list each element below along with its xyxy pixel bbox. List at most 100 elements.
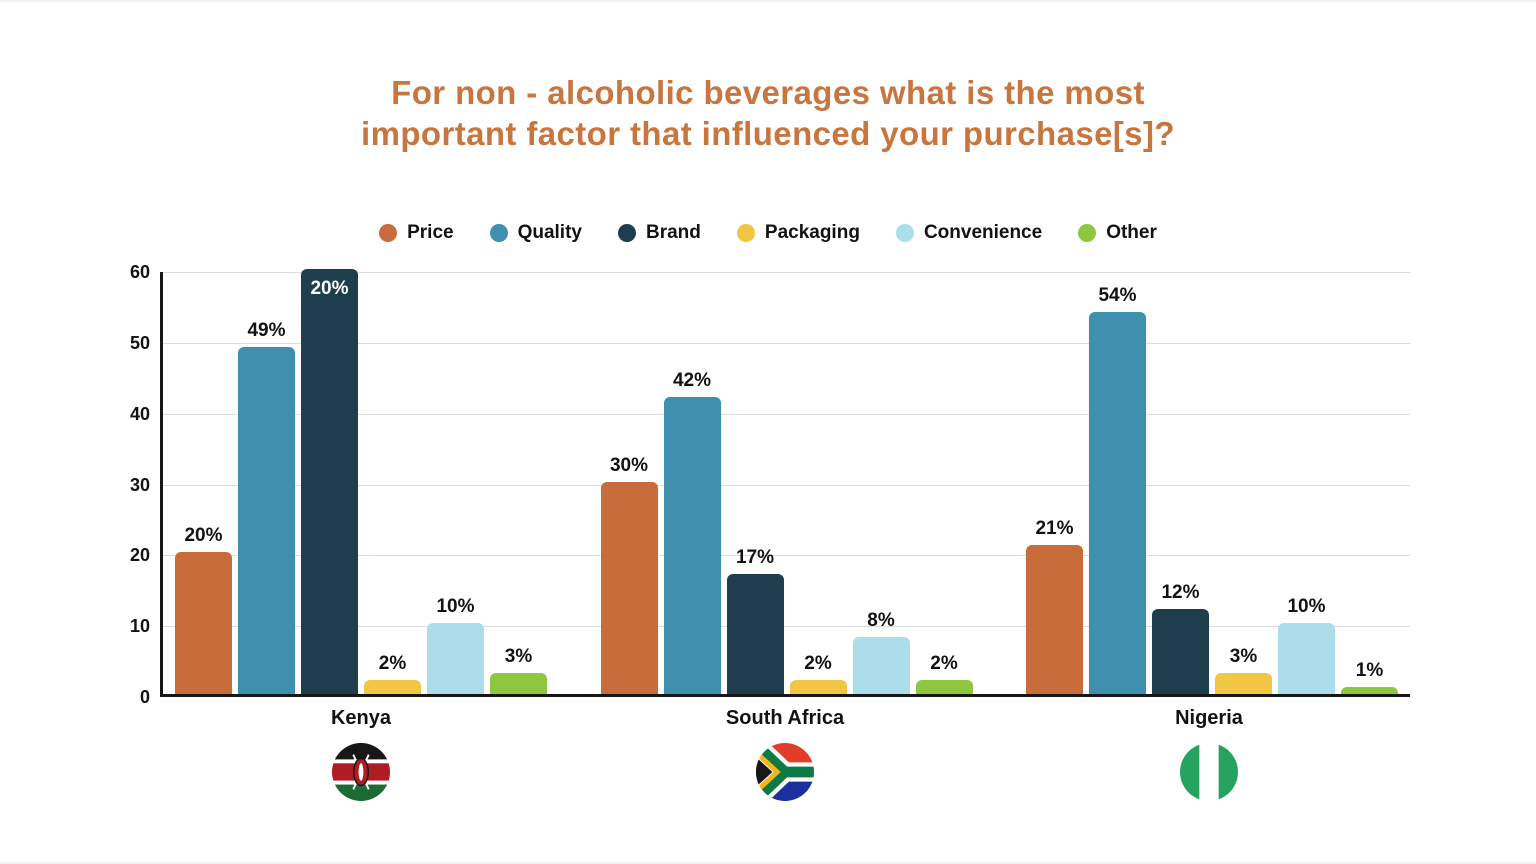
legend-dot-other (1078, 224, 1097, 242)
kenya-flag-icon (332, 743, 390, 801)
y-tick-label-60: 60 (129, 262, 150, 282)
brand-bar-nigeria (1152, 609, 1209, 694)
brand-bar-col-nigeria: 12% (1152, 582, 1209, 694)
bar-value-label-convenience-kenya: 10% (436, 596, 475, 618)
x-cell-kenya: Kenya (172, 707, 550, 801)
convenience-bar-col-nigeria: 10% (1278, 596, 1335, 694)
bar-value-label-brand-south-africa: 17% (735, 546, 775, 568)
other-bar-col-south-africa: 2% (915, 653, 973, 694)
chart-title: For non - alcoholic beverages what is th… (0, 72, 1536, 154)
packaging-bar-south-africa (789, 679, 847, 694)
bar-value-label-convenience-nigeria: 10% (1287, 596, 1326, 618)
bar-group-nigeria: 21% 54% 12% 3% 10% 1% (1026, 284, 1398, 694)
packaging-bar-nigeria (1215, 672, 1272, 694)
convenience-bar-nigeria (1278, 623, 1335, 694)
y-tick-label-50: 50 (129, 332, 150, 353)
legend-label-packaging: Packaging (764, 222, 860, 243)
bar-group-south-africa: 30% 42% 17% 2% 8% 2% (600, 369, 973, 694)
bar-value-label-packaging-kenya: 2% (378, 652, 407, 674)
bar-value-label-price-south-africa: 30% (609, 454, 649, 476)
price-bar-col-kenya: 20% (175, 525, 232, 694)
price-bar-col-nigeria: 21% (1026, 518, 1083, 694)
legend-dot-packaging (736, 224, 755, 242)
price-bar-south-africa (600, 481, 658, 694)
legend-label-convenience: Convenience (923, 222, 1043, 243)
legend-label-brand: Brand (645, 222, 701, 243)
legend-dot-price (379, 224, 398, 242)
price-bar-nigeria (1026, 545, 1083, 694)
bar-value-label-brand-nigeria: 12% (1161, 582, 1200, 603)
bar-value-label-quality-south-africa: 42% (672, 369, 712, 391)
legend-item-convenience: Convenience (895, 222, 1043, 244)
legend-label-other: Other (1106, 222, 1157, 243)
y-tick-label-0: 0 (139, 687, 150, 707)
country-label-south-africa: South Africa (725, 707, 845, 729)
bar-groups: 20% 49% 20% 2% 10% 3% 30% 42% 17% 2% 8% 2% 21% 54% 12%… (163, 269, 1410, 694)
legend-dot-quality (489, 224, 508, 242)
bar-value-label-price-nigeria: 21% (1035, 518, 1074, 540)
quality-bar-nigeria (1089, 311, 1146, 694)
country-label-kenya: Kenya (330, 707, 392, 729)
y-axis: 0 10 20 30 40 50 60 (0, 262, 150, 714)
convenience-bar-col-kenya: 10% (427, 596, 484, 694)
quality-bar-kenya (238, 346, 295, 694)
nigeria-flag-icon (1180, 743, 1238, 801)
gridline-50 (163, 342, 1410, 344)
quality-bar-south-africa (663, 396, 721, 694)
y-tick-label-20: 20 (129, 545, 150, 566)
x-cell-south-africa: South Africa (596, 707, 974, 801)
gridline-10 (163, 626, 1410, 628)
legend-item-other: Other (1078, 222, 1157, 244)
chart-title-line1: For non - alcoholic beverages what is th… (391, 74, 1145, 111)
bar-chart: 0 10 20 30 40 50 60 20% 49% 20% 2% 10% 3% 30% 42% 17% 2… (0, 262, 1536, 824)
legend-label-price: Price (407, 222, 454, 243)
legend-item-quality: Quality (489, 222, 582, 244)
brand-bar-col-south-africa: 17% (726, 546, 784, 694)
brand-bar-kenya: 20% (301, 269, 358, 694)
chart-legend: Price Quality Brand Packaging Convenience Oth… (0, 222, 1536, 244)
x-cell-nigeria: Nigeria (1020, 707, 1398, 801)
plot-area: 20% 49% 20% 2% 10% 3% 30% 42% 17% 2% 8% 2% 21% 54% 12%… (160, 269, 1410, 697)
other-bar-kenya (490, 672, 547, 694)
chart-title-line2: important factor that influenced your pu… (361, 115, 1175, 152)
legend-dot-convenience (895, 224, 914, 242)
convenience-bar-south-africa (852, 637, 910, 694)
other-bar-col-kenya: 3% (490, 646, 547, 694)
bar-value-label-quality-nigeria: 54% (1098, 284, 1137, 306)
gridline-60 (163, 272, 1410, 273)
y-tick-label-30: 30 (129, 474, 150, 495)
quality-bar-col-south-africa: 42% (663, 369, 721, 694)
brand-bar-col-kenya: 20% (301, 269, 358, 694)
gridline-40 (163, 413, 1410, 415)
packaging-bar-col-kenya: 2% (364, 653, 421, 694)
bar-value-label-convenience-south-africa: 8% (867, 610, 895, 632)
bar-value-label-brand-kenya: 20% (310, 278, 349, 299)
legend-item-packaging: Packaging (736, 222, 860, 244)
legend-label-quality: Quality (517, 222, 582, 243)
legend-item-price: Price (379, 222, 454, 244)
other-bar-col-nigeria: 1% (1341, 660, 1398, 694)
packaging-bar-kenya (364, 679, 421, 694)
convenience-bar-kenya (427, 623, 484, 694)
bar-value-label-other-kenya: 3% (504, 645, 533, 667)
bar-value-label-other-nigeria: 1% (1355, 659, 1384, 681)
legend-item-brand: Brand (617, 222, 701, 244)
gridline-30 (163, 484, 1410, 486)
convenience-bar-col-south-africa: 8% (852, 610, 910, 694)
bar-value-label-quality-kenya: 49% (247, 319, 286, 341)
legend-dot-brand (617, 224, 636, 242)
y-tick-label-10: 10 (129, 616, 150, 637)
bar-group-kenya: 20% 49% 20% 2% 10% 3% (175, 269, 547, 694)
bar-value-label-packaging-nigeria: 3% (1229, 645, 1258, 667)
quality-bar-col-kenya: 49% (238, 320, 295, 694)
x-axis-labels: Kenya Sout (160, 707, 1410, 801)
bar-value-label-packaging-south-africa: 2% (804, 652, 832, 674)
quality-bar-col-nigeria: 54% (1089, 284, 1146, 694)
y-tick-label-40: 40 (129, 403, 150, 424)
price-bar-col-south-africa: 30% (600, 454, 658, 694)
other-bar-nigeria (1341, 686, 1398, 694)
packaging-bar-col-south-africa: 2% (789, 652, 847, 694)
south-africa-flag-icon (756, 743, 814, 801)
other-bar-south-africa (915, 679, 973, 694)
